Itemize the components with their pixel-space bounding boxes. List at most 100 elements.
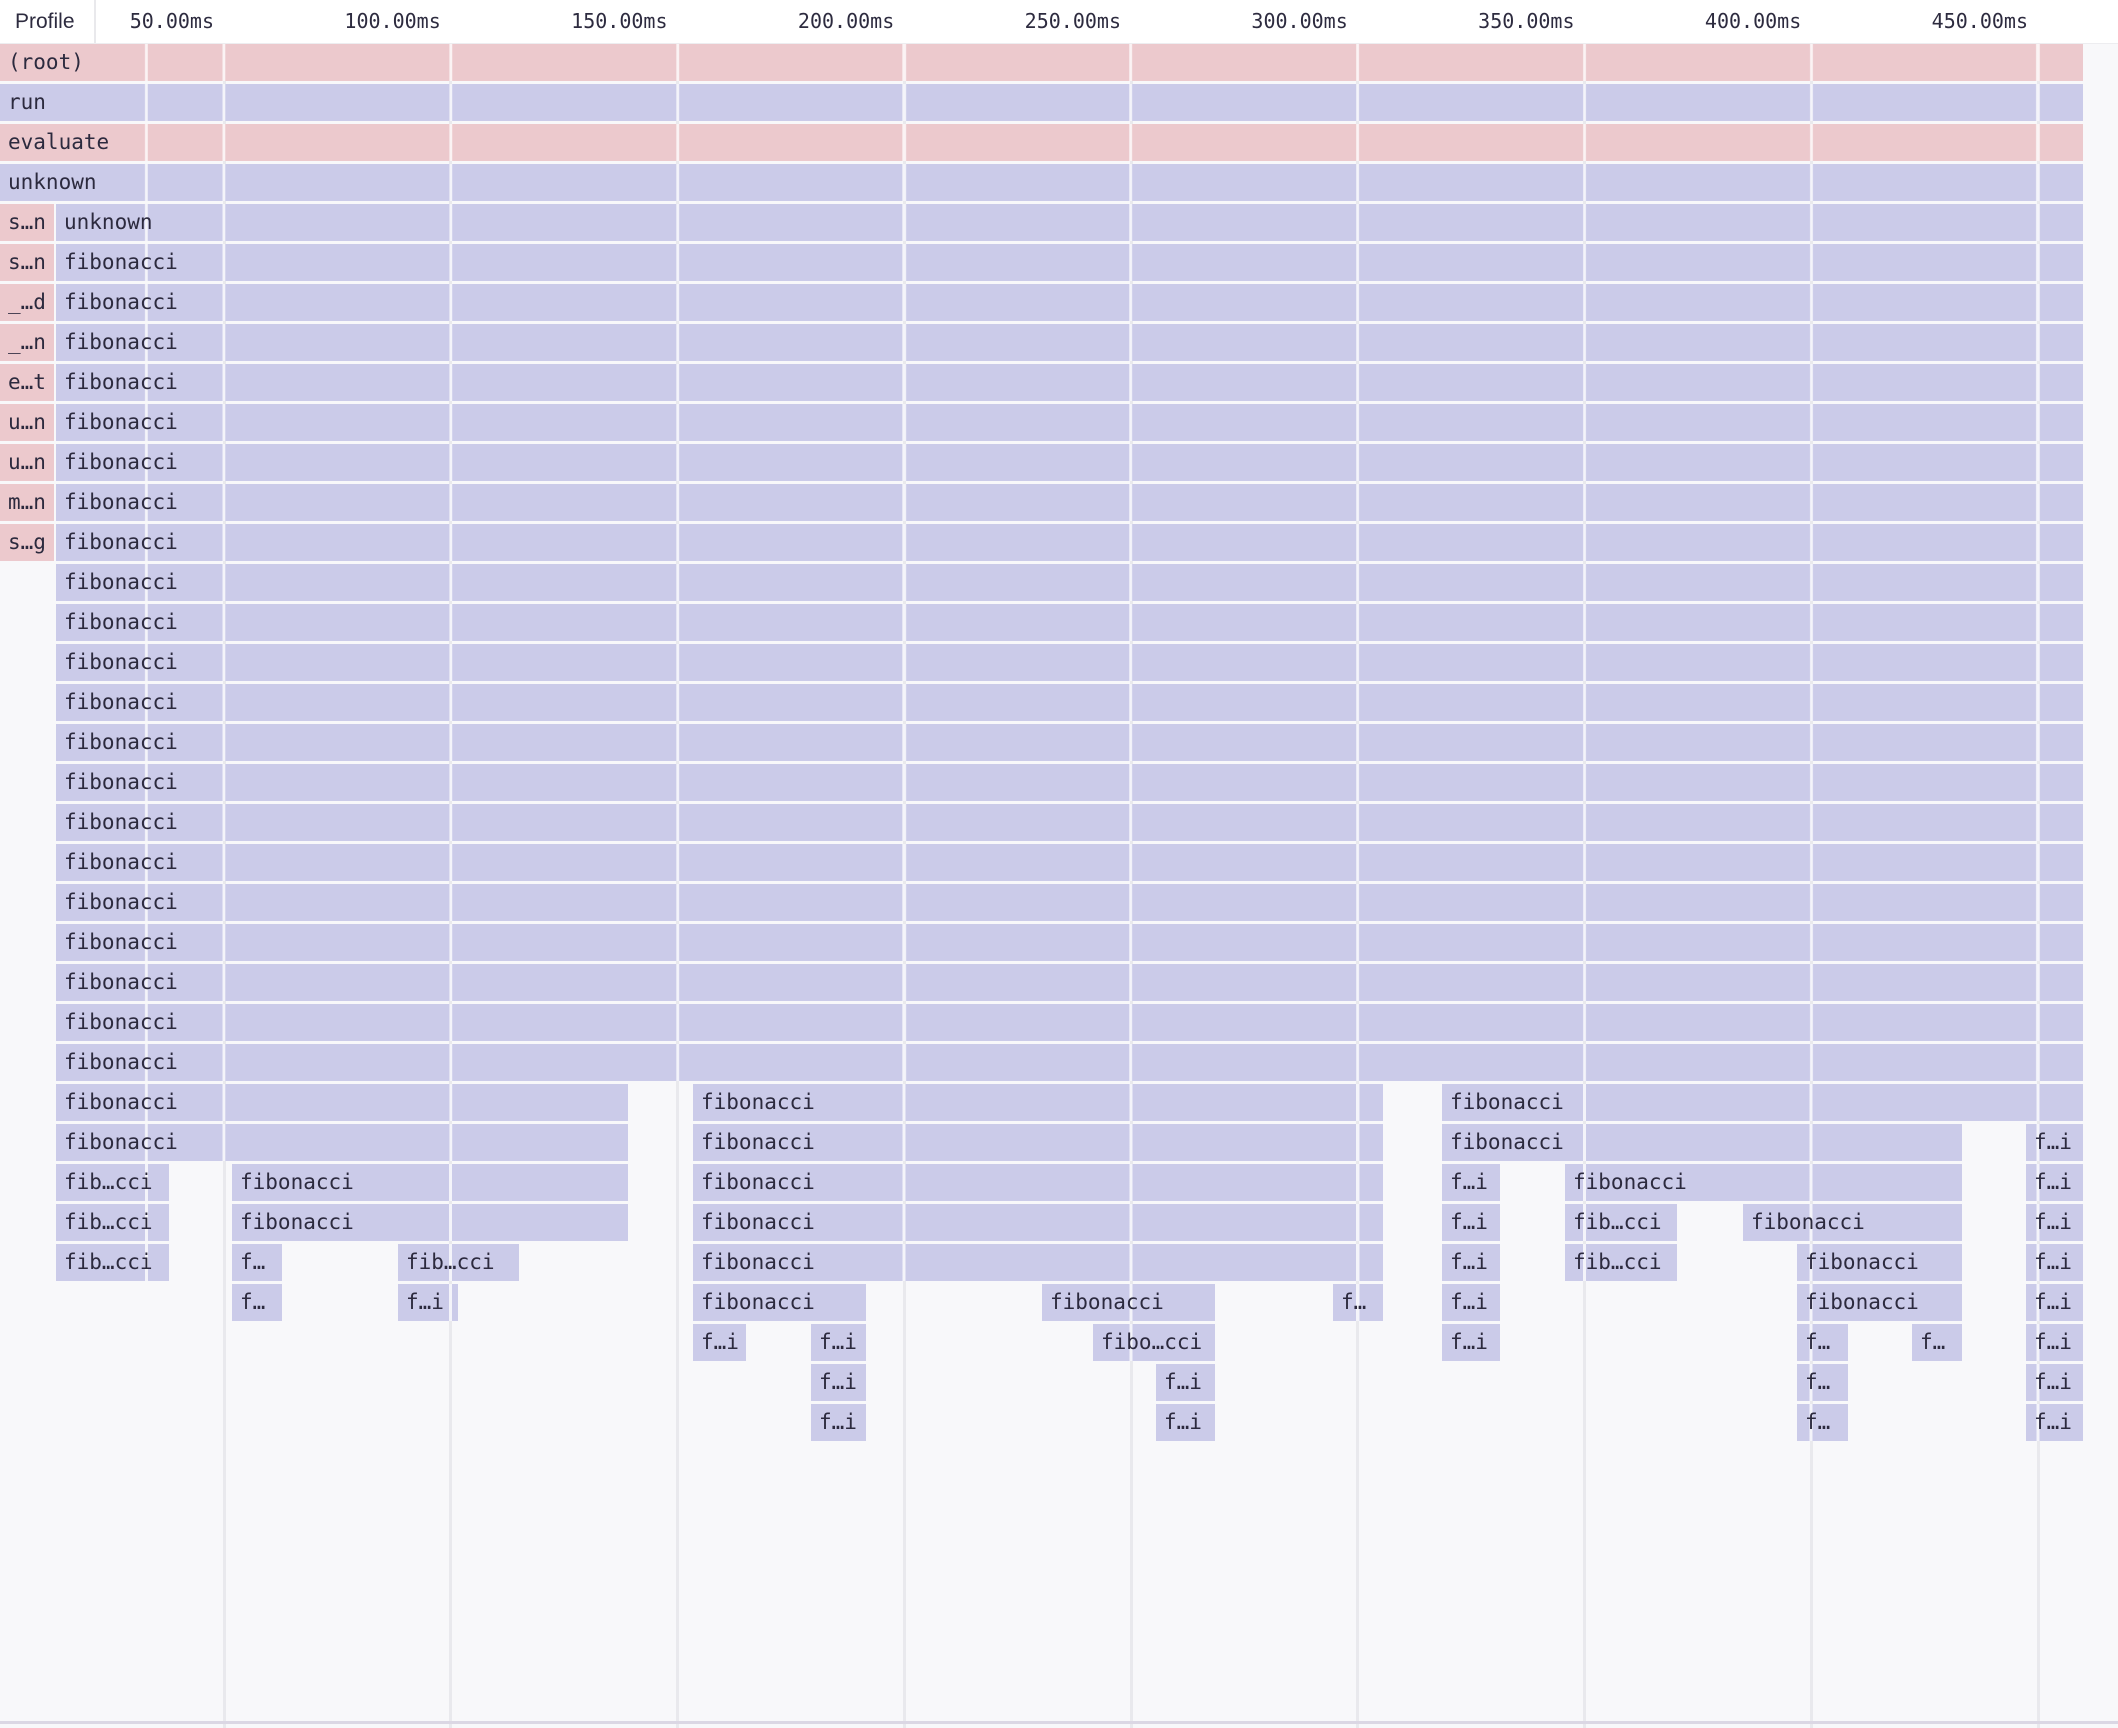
- flame-frame[interactable]: f…: [1912, 1323, 1962, 1361]
- flame-frame[interactable]: fibonacci: [56, 283, 2083, 321]
- flame-frame[interactable]: fibonacci: [56, 603, 2083, 641]
- flame-frame[interactable]: f…i: [1442, 1203, 1500, 1241]
- flame-frame[interactable]: fibonacci: [56, 643, 2083, 681]
- flame-frame[interactable]: f…i: [1442, 1283, 1500, 1321]
- profile-tab[interactable]: Profile: [15, 10, 75, 33]
- time-tick-label: 50.00ms: [129, 9, 214, 33]
- flame-frame[interactable]: fibonacci: [56, 963, 2083, 1001]
- flame-frame[interactable]: fibonacci: [56, 1043, 2083, 1081]
- flame-frame[interactable]: fib…cci: [56, 1243, 169, 1281]
- flame-frame[interactable]: fibonacci: [56, 363, 2083, 401]
- flame-frame[interactable]: _…d: [0, 283, 54, 321]
- flame-frame[interactable]: m…n: [0, 483, 54, 521]
- flame-frame[interactable]: fibonacci: [1565, 1163, 1962, 1201]
- flame-frame[interactable]: fibonacci: [56, 1123, 628, 1161]
- flame-frame[interactable]: fibonacci: [1042, 1283, 1215, 1321]
- flame-frame[interactable]: fibonacci: [693, 1243, 1383, 1281]
- flame-frame[interactable]: s…g: [0, 523, 54, 561]
- flame-frame[interactable]: fibo…cci: [1093, 1323, 1215, 1361]
- flame-frame[interactable]: f…i: [1442, 1243, 1500, 1281]
- flame-frame[interactable]: fibonacci: [232, 1203, 628, 1241]
- flame-frame[interactable]: run: [0, 83, 2083, 121]
- flame-frame[interactable]: u…n: [0, 403, 54, 441]
- flame-frame[interactable]: f…i: [2026, 1163, 2083, 1201]
- flame-frame[interactable]: u…n: [0, 443, 54, 481]
- flame-frame[interactable]: f…: [1333, 1283, 1383, 1321]
- flame-frame[interactable]: f…: [232, 1283, 282, 1321]
- flame-frame[interactable]: _…n: [0, 323, 54, 361]
- time-tick-label: 400.00ms: [1704, 9, 1802, 33]
- flame-frame[interactable]: f…: [232, 1243, 282, 1281]
- flame-frame[interactable]: fib…cci: [56, 1163, 169, 1201]
- flame-frame[interactable]: fibonacci: [56, 483, 2083, 521]
- time-tick-label: 200.00ms: [797, 9, 895, 33]
- flame-frame[interactable]: f…i: [1156, 1363, 1215, 1401]
- flame-frame[interactable]: f…i: [2026, 1243, 2083, 1281]
- flame-frame[interactable]: f…i: [811, 1403, 866, 1441]
- flame-frame[interactable]: fib…cci: [398, 1243, 519, 1281]
- flame-frame[interactable]: fibonacci: [56, 923, 2083, 961]
- flame-frame[interactable]: evaluate: [0, 123, 2083, 161]
- flame-frame[interactable]: fibonacci: [693, 1163, 1383, 1201]
- flame-frame[interactable]: fibonacci: [56, 883, 2083, 921]
- flame-frame[interactable]: fibonacci: [56, 1003, 2083, 1041]
- flame-frame[interactable]: fibonacci: [56, 803, 2083, 841]
- time-tick-label: 450.00ms: [1931, 9, 2028, 33]
- flame-frame[interactable]: fibonacci: [56, 683, 2083, 721]
- timeline-ruler: Profile 50.00ms 100.00ms 150.00ms 200.00ms 2…: [0, 0, 2118, 44]
- flame-frame[interactable]: f…: [1797, 1363, 1848, 1401]
- flame-frame[interactable]: fibonacci: [1797, 1283, 1962, 1321]
- time-tick-label: 100.00ms: [344, 9, 441, 33]
- flame-frame[interactable]: fibonacci: [56, 523, 2083, 561]
- time-tick-label: 250.00ms: [1024, 9, 1121, 33]
- flame-frame[interactable]: unknown: [0, 163, 2083, 201]
- flame-frame[interactable]: f…i: [1442, 1323, 1500, 1361]
- flame-frame[interactable]: f…i: [1156, 1403, 1215, 1441]
- flame-frame[interactable]: e…t: [0, 363, 54, 401]
- flame-frame[interactable]: f…i: [2026, 1403, 2083, 1441]
- flame-frame[interactable]: f…i: [2026, 1323, 2083, 1361]
- flame-frame[interactable]: fibonacci: [1743, 1203, 1962, 1241]
- flame-frame[interactable]: fibonacci: [232, 1163, 628, 1201]
- flame-frame[interactable]: fibonacci: [56, 843, 2083, 881]
- flame-frame[interactable]: fib…cci: [56, 1203, 169, 1241]
- flame-frame[interactable]: f…i: [811, 1363, 866, 1401]
- time-tick-label: 150.00ms: [571, 9, 668, 33]
- time-tick-label: 300.00ms: [1251, 9, 1348, 33]
- flame-frame[interactable]: fib…cci: [1565, 1203, 1677, 1241]
- flame-frame[interactable]: fibonacci: [693, 1283, 866, 1321]
- flame-frame[interactable]: fibonacci: [56, 243, 2083, 281]
- flame-frame[interactable]: fibonacci: [693, 1083, 1383, 1121]
- ruler-divider: [94, 0, 96, 43]
- flame-frame[interactable]: fibonacci: [1442, 1083, 2083, 1121]
- flame-frame[interactable]: fibonacci: [1797, 1243, 1962, 1281]
- bottom-scroll-rule: [0, 1721, 2118, 1724]
- flame-frame[interactable]: (root): [0, 43, 2083, 81]
- flame-frame[interactable]: fibonacci: [56, 443, 2083, 481]
- flame-frame[interactable]: fibonacci: [56, 1083, 628, 1121]
- flame-frame[interactable]: f…i: [2026, 1363, 2083, 1401]
- flame-frame[interactable]: unknown: [56, 203, 2083, 241]
- flame-frame[interactable]: fibonacci: [1442, 1123, 1962, 1161]
- flame-frame[interactable]: fibonacci: [56, 323, 2083, 361]
- flame-frame[interactable]: fibonacci: [693, 1123, 1383, 1161]
- flame-frame[interactable]: s…n: [0, 243, 54, 281]
- flame-frame[interactable]: s…n: [0, 203, 54, 241]
- flame-frame[interactable]: f…i: [2026, 1123, 2083, 1161]
- flame-frame[interactable]: f…i: [811, 1323, 866, 1361]
- flame-frame[interactable]: f…i: [1442, 1163, 1500, 1201]
- flame-frame[interactable]: f…i: [2026, 1283, 2083, 1321]
- flame-frame[interactable]: f…: [1797, 1323, 1848, 1361]
- flame-frame[interactable]: fibonacci: [56, 563, 2083, 601]
- flame-frame[interactable]: f…i: [693, 1323, 746, 1361]
- time-tick-label: 350.00ms: [1478, 9, 1575, 33]
- flame-frame[interactable]: f…i: [2026, 1203, 2083, 1241]
- flame-frame[interactable]: fib…cci: [1565, 1243, 1677, 1281]
- flame-frame[interactable]: f…: [1797, 1403, 1848, 1441]
- flame-frame[interactable]: fibonacci: [693, 1203, 1383, 1241]
- flame-frame[interactable]: fibonacci: [56, 763, 2083, 801]
- flame-frame[interactable]: fibonacci: [56, 723, 2083, 761]
- flame-frame[interactable]: fibonacci: [56, 403, 2083, 441]
- flame-frame[interactable]: f…i: [398, 1283, 458, 1321]
